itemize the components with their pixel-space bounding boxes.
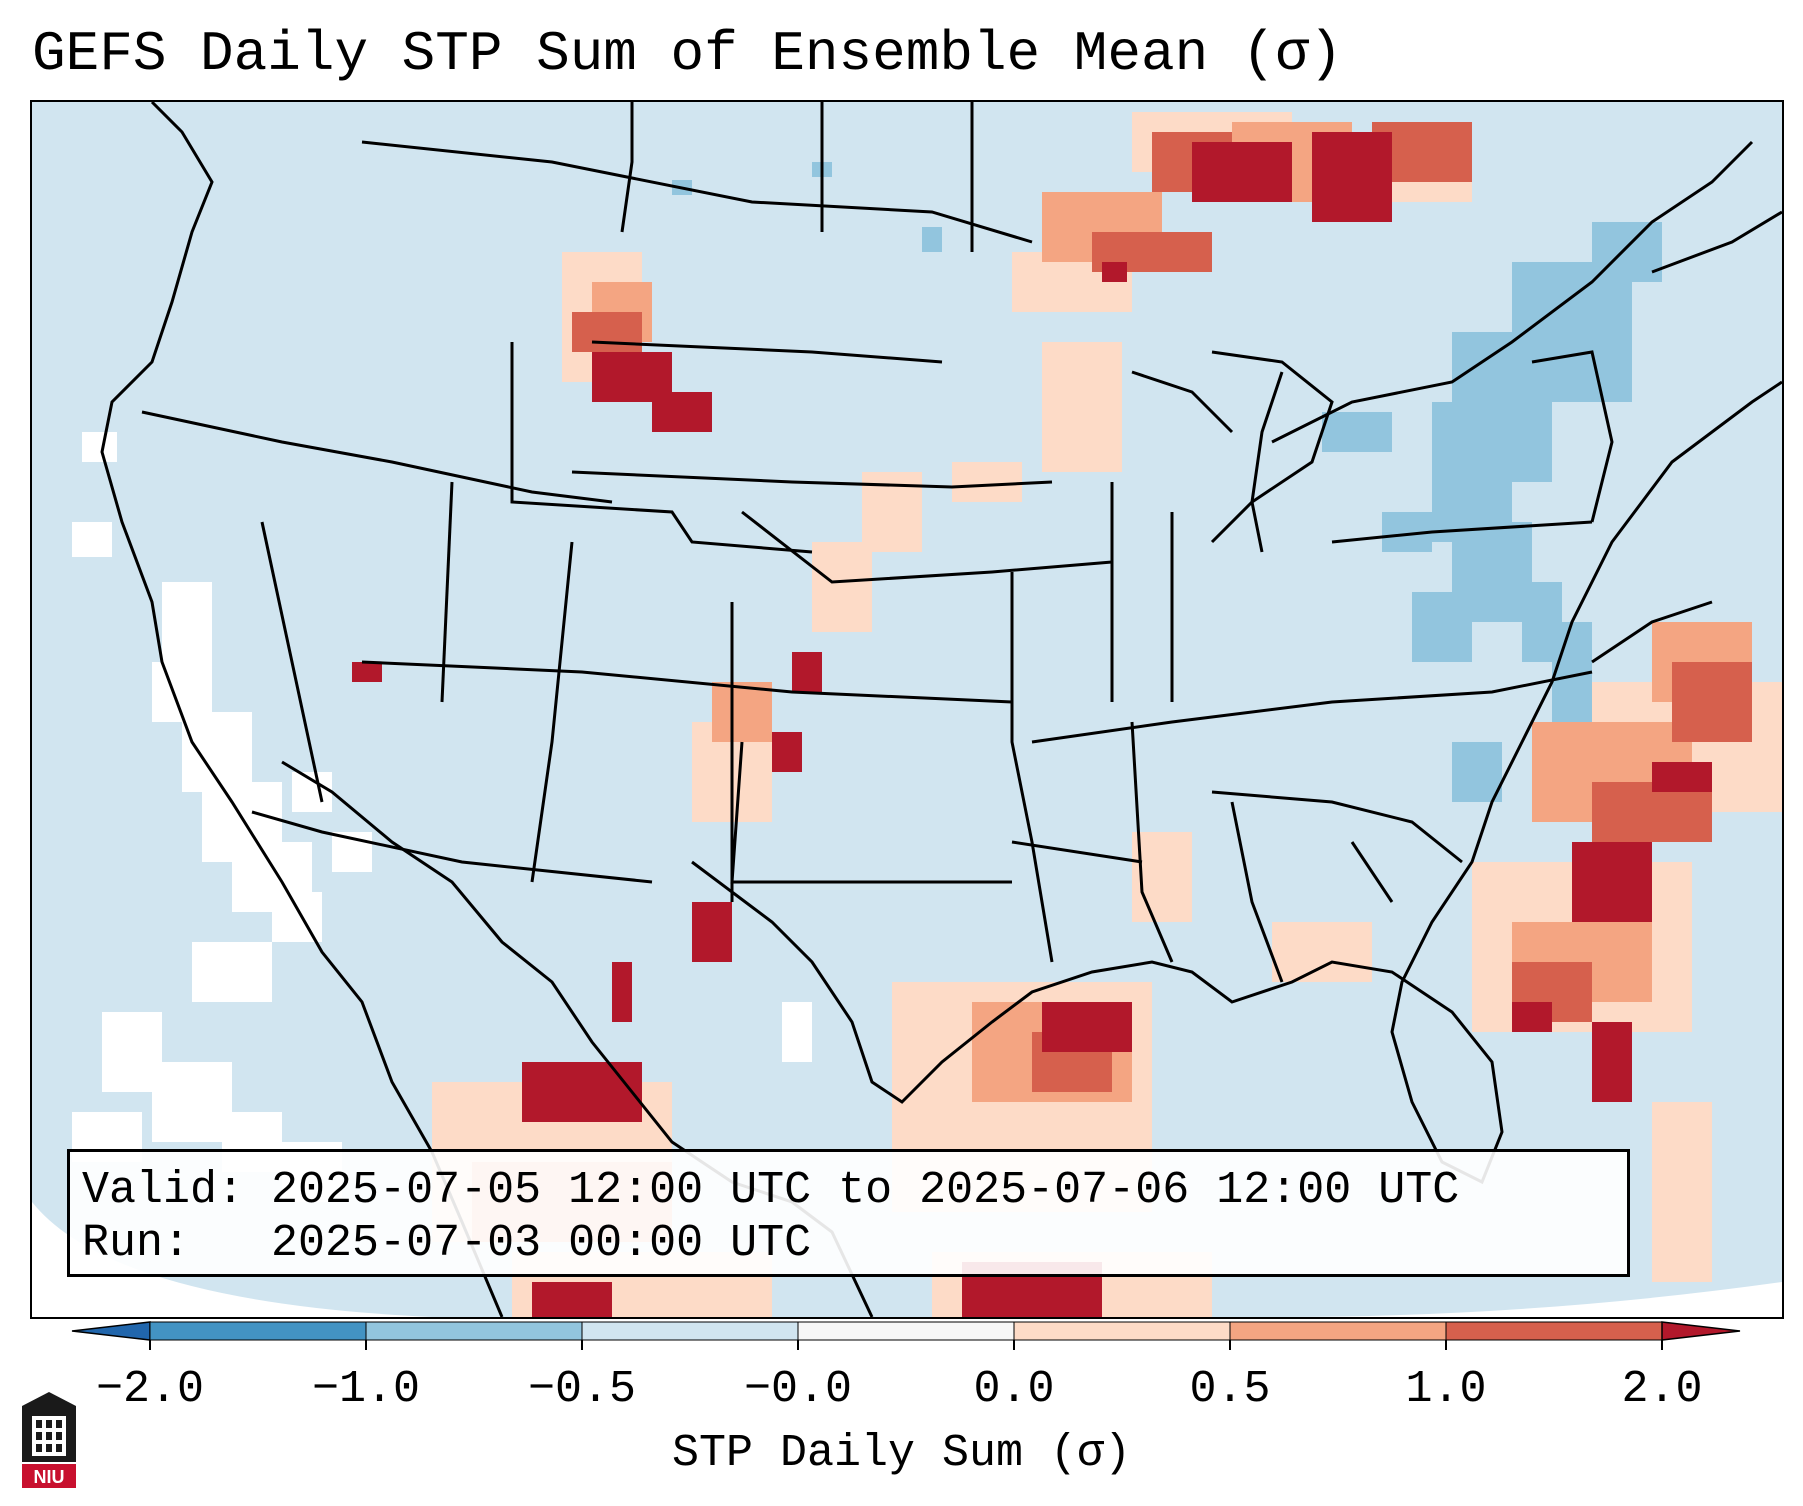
- colorbar-bin-neg05-0: [581, 1321, 799, 1341]
- run-value: 2025-07-03 00:00 UTC: [271, 1218, 812, 1269]
- colorbar-tick: 1.0: [1405, 1364, 1487, 1415]
- colorbar-tick: −0.5: [527, 1364, 637, 1415]
- colorbar-tick: −0.0: [743, 1364, 853, 1415]
- chart-title: GEFS Daily STP Sum of Ensemble Mean (σ): [32, 22, 1343, 86]
- colorbar-bin-0-05: [1013, 1321, 1231, 1341]
- colorbar-bin-zero: [797, 1321, 1015, 1341]
- colorbar-extend-low: [71, 1321, 151, 1341]
- near-zero-cells: [72, 432, 812, 1202]
- boundaries: [100, 102, 1782, 1317]
- valid-run-box: Valid: 2025-07-05 12:00 UTC to 2025-07-0…: [67, 1149, 1630, 1277]
- colorbar-tick: 2.0: [1621, 1364, 1703, 1415]
- colorbar-tick: 0.0: [973, 1364, 1055, 1415]
- logo-text: NIU: [34, 1467, 65, 1487]
- colorbar: [71, 1321, 1741, 1350]
- positive-cells-extreme: [352, 132, 1712, 1317]
- colorbar-extend-high: [1661, 1321, 1741, 1341]
- colorbar-bin-05-1: [1229, 1321, 1447, 1341]
- colorbar-bin-neg1-neg05: [365, 1321, 583, 1341]
- valid-value: 2025-07-05 12:00 UTC to 2025-07-06 12:00…: [271, 1165, 1460, 1216]
- colorbar-label: STP Daily Sum (σ): [671, 1428, 1132, 1479]
- colorbar-tick: 0.5: [1189, 1364, 1271, 1415]
- niu-logo: NIU: [22, 1392, 76, 1488]
- colorbar-bin-1-2: [1445, 1321, 1663, 1341]
- colorbar-bin-neg2-neg1: [149, 1321, 367, 1341]
- colorbar-tick: −1.0: [311, 1364, 421, 1415]
- run-label: Run:: [82, 1218, 191, 1269]
- colorbar-tick: −2.0: [95, 1364, 205, 1415]
- map-panel: [30, 100, 1784, 1319]
- valid-label: Valid:: [82, 1165, 245, 1216]
- stp-map: [32, 102, 1782, 1317]
